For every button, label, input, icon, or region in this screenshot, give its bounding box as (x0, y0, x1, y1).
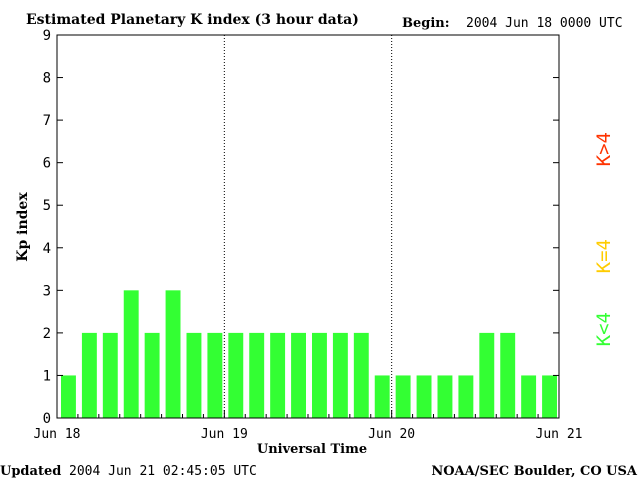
y-tick-label: 4 (43, 241, 51, 257)
updated-value: 2004 Jun 21 02:45:05 UTC (69, 464, 257, 479)
kp-bar (437, 375, 453, 418)
updated-label: Updated (0, 464, 61, 479)
y-tick-label: 2 (43, 326, 51, 342)
y-tick-label: 1 (43, 368, 51, 384)
kp-bar (81, 332, 97, 418)
kp-bar (102, 332, 118, 418)
kp-bar (249, 332, 265, 418)
x-day-label: Jun 20 (368, 427, 415, 442)
kp-bar (123, 290, 139, 418)
kp-bar (479, 332, 495, 418)
kp-bar (332, 332, 348, 418)
chart-title: Estimated Planetary K index (3 hour data… (26, 12, 359, 28)
y-tick-label: 6 (43, 156, 51, 172)
kp-bar (144, 332, 160, 418)
kp-bar (353, 332, 369, 418)
legend-k-greater-4: K>4 (593, 132, 615, 166)
kp-bar (228, 332, 244, 418)
y-tick-label: 9 (43, 28, 51, 44)
y-tick-label: 5 (43, 198, 51, 214)
y-tick-label: 3 (43, 283, 51, 299)
kp-bar (312, 332, 327, 418)
kp-bar (542, 375, 557, 418)
source-credit: NOAA/SEC Boulder, CO USA (431, 464, 638, 479)
kp-bar (207, 332, 223, 418)
kp-bar (395, 375, 411, 418)
y-tick-label: 0 (43, 411, 51, 427)
kp-bar (500, 332, 516, 418)
y-tick-label: 8 (43, 71, 51, 87)
kp-bar (61, 375, 76, 418)
x-day-label: Jun 19 (201, 427, 248, 442)
legend-k-equal-4: K=4 (593, 239, 615, 273)
begin-value: 2004 Jun 18 0000 UTC (466, 16, 623, 31)
kp-bar (458, 375, 474, 418)
legend: K>4 K=4 K<4 (593, 132, 615, 346)
kp-bar (186, 332, 202, 418)
kp-bar (165, 290, 181, 418)
kp-bar (270, 332, 286, 418)
x-day-label: Jun 18 (34, 427, 81, 442)
kp-bar (291, 332, 306, 418)
y-tick-label: 7 (43, 113, 51, 129)
legend-k-less-4: K<4 (593, 312, 615, 346)
kp-bar (521, 375, 537, 418)
begin-label: Begin: (402, 16, 450, 31)
x-day-label: Jun 21 (536, 427, 583, 442)
kp-bar (374, 375, 390, 418)
kp-bar (416, 375, 432, 418)
x-axis-label: Universal Time (257, 442, 367, 457)
plot-area: 0 1 2 3 4 5 6 7 8 9 Jun 18 Jun 19 Jun 20 Jun 21 (34, 28, 583, 442)
y-axis-label: Kp index (15, 192, 31, 262)
